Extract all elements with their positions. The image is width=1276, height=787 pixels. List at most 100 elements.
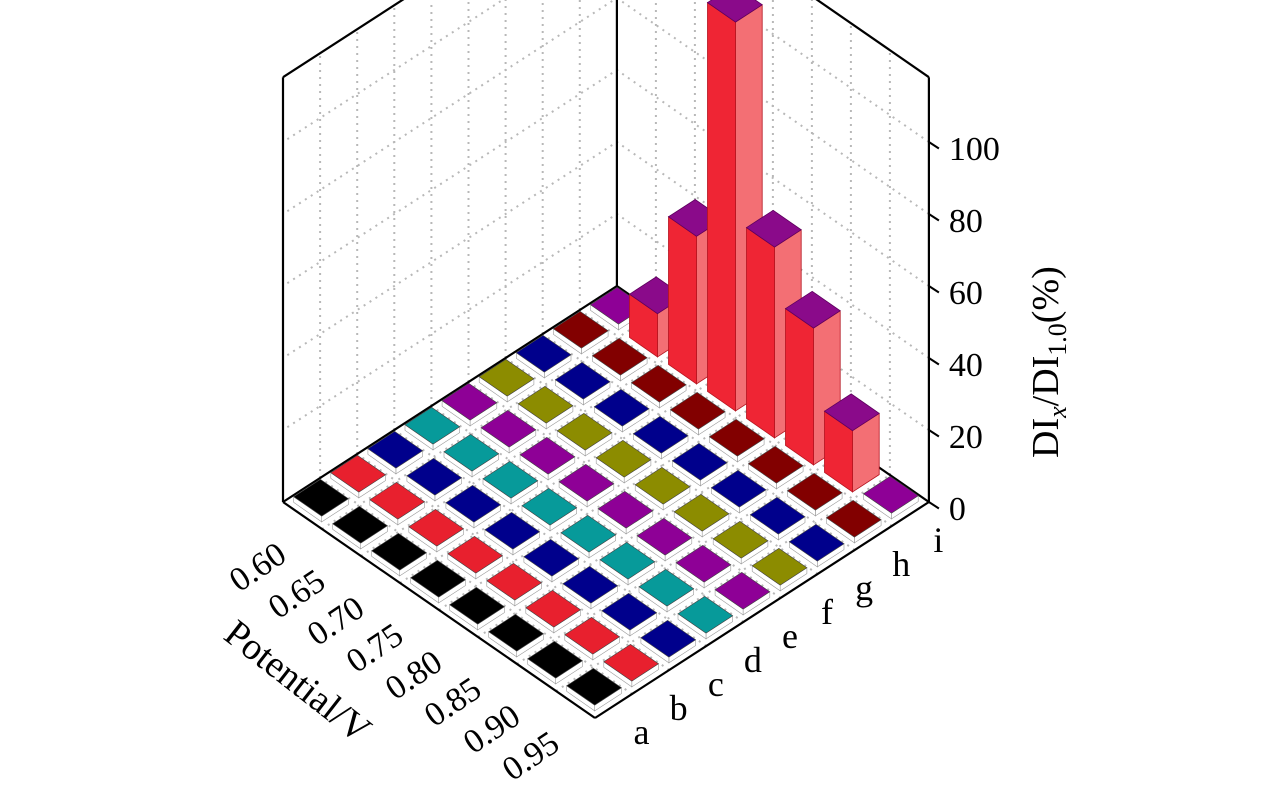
floor-tile [369, 482, 426, 526]
floor-tile [601, 593, 658, 637]
floor-tile [675, 545, 732, 589]
grid-line [579, 309, 893, 527]
tile-top [478, 359, 535, 397]
tile-top [332, 506, 388, 544]
floor-tile [330, 455, 387, 499]
tile-top [593, 389, 650, 427]
frame-line [282, 0, 405, 79]
floor-tile [525, 590, 582, 634]
tile-top [595, 440, 652, 478]
frame-line [815, 0, 930, 79]
floor-tile [441, 383, 498, 427]
tile-top [486, 563, 543, 601]
floor-tile [519, 437, 576, 481]
value-tick-label: 60 [949, 275, 983, 312]
tile-top [441, 383, 498, 421]
floor-tile [593, 389, 650, 433]
z-axis-title-mid: /DI [1025, 356, 1067, 407]
value-tick-mark [928, 141, 940, 150]
tile-top [673, 494, 730, 532]
grid-line [282, 0, 930, 215]
value-tick-label: 40 [949, 347, 983, 384]
tile-top [369, 482, 426, 520]
bars [628, 0, 880, 493]
value-tick-mark [928, 501, 940, 510]
floor-tile [669, 392, 726, 436]
grid-line [467, 381, 782, 599]
tile-top [443, 434, 500, 472]
value-tick-label: 0 [949, 491, 966, 528]
series-label: d [744, 640, 762, 680]
tile-top [371, 533, 427, 571]
tile-top [712, 521, 769, 559]
tile-top [527, 641, 583, 679]
x-axis-title: Potential/V [216, 612, 379, 752]
value-tick-mark [928, 213, 940, 222]
tile-top [710, 470, 767, 508]
tile-top [410, 560, 466, 598]
tile-top [638, 569, 695, 607]
tile-top [601, 593, 658, 631]
floor-tile [599, 542, 656, 586]
z-axis-title-sub1: x [1043, 406, 1072, 419]
tile-top [599, 542, 656, 580]
floor-tile [591, 338, 648, 382]
z-axis-title-sub2: 1.0 [1043, 323, 1072, 356]
floor-tile [747, 446, 804, 490]
value-tick-mark [928, 429, 940, 438]
floor-tile [749, 497, 806, 541]
floor-tile [636, 518, 693, 562]
z-axis-title: DIx/DI1.0(%) [1025, 266, 1072, 458]
grid-line [430, 405, 744, 623]
tile-top [677, 596, 734, 634]
grid-line [282, 0, 930, 143]
tile-top [408, 509, 465, 547]
tile-top [591, 338, 648, 376]
floor-tile [786, 473, 843, 517]
floor-tile [638, 569, 695, 613]
tile-top [632, 416, 689, 454]
tile-top [523, 539, 580, 577]
series-label: c [708, 664, 724, 704]
tile-top [560, 515, 617, 553]
bar-top [706, 0, 763, 23]
tile-top [749, 497, 806, 535]
bar-top [823, 393, 880, 432]
floor-tiles [293, 287, 919, 712]
tile-top [747, 446, 804, 484]
floor-tile [677, 596, 734, 640]
grid-line [542, 333, 856, 551]
tile-top [630, 365, 687, 403]
series-label: b [670, 688, 688, 728]
series-label: h [892, 544, 910, 584]
tile-top [554, 362, 611, 400]
grid-line [505, 357, 819, 575]
value-tick-mark [928, 357, 940, 366]
floor-tile [406, 458, 463, 502]
tile-top [519, 437, 576, 475]
value-tick-label: 100 [949, 131, 1000, 168]
floor-tile [293, 479, 349, 523]
tile-top [556, 413, 613, 451]
floor-tile [404, 407, 461, 451]
tile-top [675, 545, 732, 583]
floor-tile [710, 470, 767, 514]
tile-top [558, 464, 615, 502]
tile-top [669, 392, 726, 430]
tile-top [447, 536, 504, 574]
floor-tile [673, 494, 730, 538]
floor-tile [558, 464, 615, 508]
floor-tile [482, 461, 539, 505]
floor-tile [862, 476, 919, 520]
tile-top [330, 455, 387, 493]
tile-top [521, 488, 578, 526]
floor-tile [523, 539, 580, 583]
floor-tile [449, 587, 505, 631]
tile-top [751, 548, 808, 586]
floor-tile [562, 566, 619, 610]
series-label: a [634, 712, 650, 752]
series-axis-line [594, 501, 930, 719]
floor-tile [371, 533, 427, 577]
tile-top [525, 590, 582, 628]
